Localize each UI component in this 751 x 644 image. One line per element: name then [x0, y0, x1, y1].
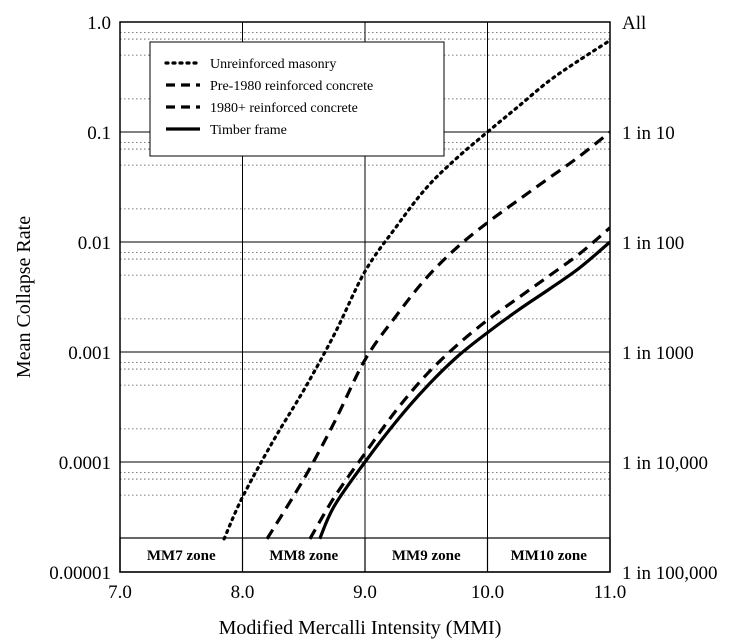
x-tick-label: 11.0 [594, 582, 627, 603]
legend-entry-label: Unreinforced masonry [210, 57, 336, 72]
right-tick-label: 1 in 10,000 [622, 453, 708, 474]
x-axis-tick-labels: 7.0 8.0 9.0 10.0 11.0 [108, 582, 626, 603]
legend-box [149, 41, 445, 157]
y-tick-label: 0.0001 [59, 453, 111, 474]
legend-entry-label: 1980+ reinforced concrete [210, 101, 358, 116]
x-tick-label: 10.0 [471, 582, 504, 603]
right-tick-label: 1 in 10 [622, 123, 675, 144]
zone-label: MM9 zone [392, 548, 461, 564]
y-tick-label: 0.001 [68, 343, 111, 364]
y-tick-label: 1.0 [87, 13, 111, 34]
series-line [265, 130, 610, 540]
x-axis-label: Modified Mercalli Intensity (MMI) [219, 617, 502, 639]
legend-entry-label: Pre-1980 reinforced concrete [210, 79, 373, 94]
right-tick-label: 1 in 100 [622, 233, 684, 254]
series-line [308, 226, 610, 540]
y-tick-label: 0.00001 [49, 563, 111, 584]
zone-band: MM7 zone MM8 zone MM9 zone MM10 zone [119, 537, 611, 573]
series-layer [222, 38, 610, 541]
legend: Unreinforced masonry Pre-1980 reinforced … [149, 41, 445, 157]
y-tick-label: 0.1 [87, 123, 111, 144]
series-line [318, 240, 610, 540]
series-line [222, 38, 610, 541]
legend-entry-label: Timber frame [210, 123, 287, 138]
plot-frame [119, 21, 611, 573]
left-axis-tick-labels: 0.00001 0.0001 0.001 0.01 0.1 1.0 [49, 13, 111, 584]
y-axis-label: Mean Collapse Rate [13, 216, 35, 378]
right-tick-label: 1 in 1000 [622, 343, 694, 364]
x-tick-label: 8.0 [231, 582, 255, 603]
right-axis-tick-labels: 1 in 100,000 1 in 10,000 1 in 1000 1 in 100… [622, 13, 718, 584]
x-tick-label: 7.0 [108, 582, 132, 603]
zone-label: MM8 zone [269, 548, 338, 564]
zone-label: MM10 zone [511, 548, 588, 564]
zone-label: MM7 zone [147, 548, 216, 564]
x-tick-label: 9.0 [353, 582, 377, 603]
y-tick-label: 0.01 [78, 233, 111, 254]
right-tick-label: All [622, 13, 646, 34]
right-tick-label: 1 in 100,000 [622, 563, 718, 584]
